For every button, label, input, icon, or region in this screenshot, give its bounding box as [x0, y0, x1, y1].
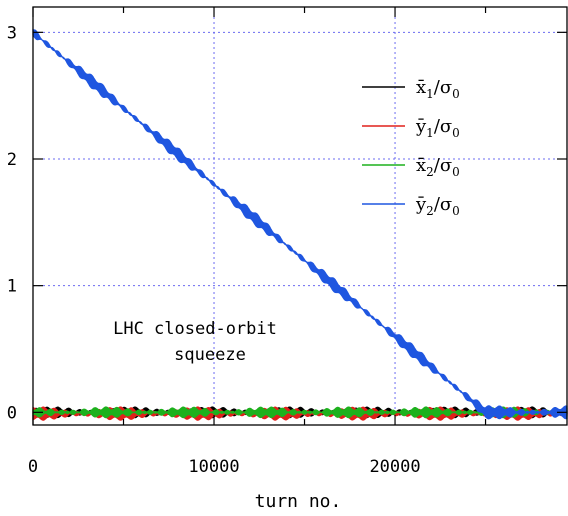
legend-label: x̄1/σ0: [416, 77, 460, 101]
x-axis-title: turn no.: [255, 491, 342, 512]
plot-series: [32, 28, 568, 421]
plot-frame: [32, 6, 568, 426]
x-tick-label: 10000: [188, 457, 239, 477]
axis-ticks: 0 10000 20000 0 1 2 3: [7, 7, 567, 477]
y-tick-label: 2: [7, 150, 17, 170]
x-tick-label: 0: [28, 457, 38, 477]
grid: [33, 7, 567, 425]
y-tick-label: 0: [7, 403, 17, 423]
legend-label: ȳ1/σ0: [415, 116, 460, 140]
legend: x̄1/σ0 ȳ1/σ0 x̄2/σ0 ȳ2/σ0: [362, 77, 460, 218]
legend-label: x̄2/σ0: [416, 155, 460, 179]
legend-label: ȳ2/σ0: [415, 194, 460, 218]
annotation-line-2: squeeze: [174, 345, 246, 365]
y-tick-label: 1: [7, 277, 17, 297]
x-tick-label: 20000: [369, 457, 420, 477]
series-band: [32, 28, 568, 420]
annotation-line-1: LHC closed-orbit: [113, 319, 277, 339]
y-tick-label: 3: [7, 23, 17, 43]
